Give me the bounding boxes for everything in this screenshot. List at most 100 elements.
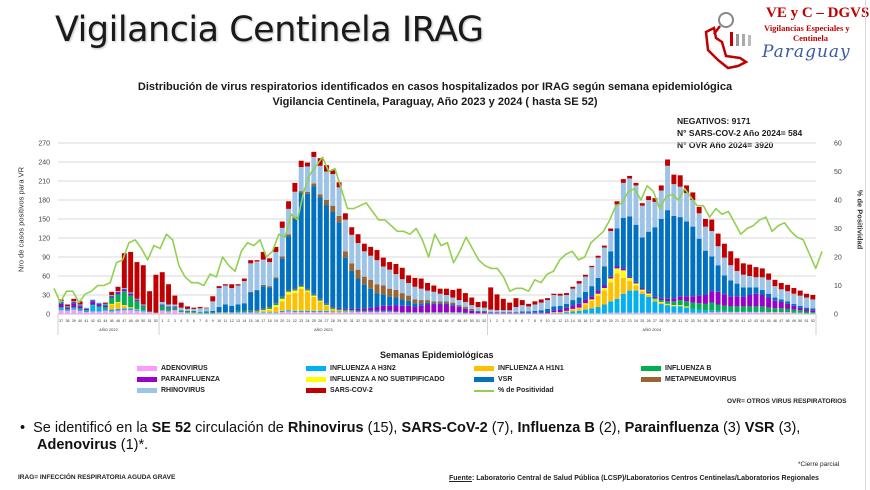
bar-segment-parainfluenza <box>317 298 323 300</box>
x-axis-title: Semanas Epidemiológicas <box>380 350 494 360</box>
bar-segment-influenza-a-no-subtipificado <box>620 270 626 278</box>
bar-segment-influenza-a-h1n1 <box>349 310 355 312</box>
x-tick-label: 14 <box>242 319 246 323</box>
x-tick-label: 36 <box>710 319 714 323</box>
bar-segment-rhinovirus <box>488 309 494 313</box>
bar-segment-parainfluenza <box>475 312 481 314</box>
bar-segment-parainfluenza <box>406 305 412 313</box>
legend-item: % de Positividad <box>474 387 554 394</box>
bar-segment-parainfluenza <box>526 312 532 314</box>
bar-segment-influenza-b <box>185 311 190 313</box>
bar-segment-influenza-a-h3n2 <box>665 305 671 313</box>
bar-segment-influenza-b <box>260 308 266 311</box>
bar-segment-influenza-a-h3n2 <box>279 310 285 313</box>
bar-segment-adenovirus <box>286 311 292 314</box>
x-tick-label: 47 <box>779 319 783 323</box>
source-text: : Laboratorio Central de Salud Pública (… <box>471 475 819 482</box>
x-tick-label: 48 <box>129 319 133 323</box>
x-tick-label: 42 <box>91 319 95 323</box>
x-tick-label: 25 <box>640 319 644 323</box>
bar-segment-parainfluenza <box>753 293 759 307</box>
bar-segment-sars-cov-2 <box>791 288 797 294</box>
bar-segment-rhinovirus <box>166 304 172 307</box>
bar-segment-adenovirus <box>254 312 260 314</box>
bar-segment-metapneumovirus <box>456 305 462 307</box>
bar-segment-influenza-b <box>77 308 83 310</box>
bar-segment-rhinovirus <box>747 276 753 288</box>
bar-segment-sars-cov-2 <box>507 302 513 311</box>
bar-segment-sars-cov-2 <box>557 293 563 296</box>
bar-segment-parainfluenza <box>437 304 443 313</box>
slide-edge <box>865 0 866 490</box>
bar-segment-vsr <box>620 217 626 269</box>
bar-segment-rhinovirus <box>425 290 430 301</box>
x-tick-label: 32 <box>356 319 360 323</box>
bar-segment-parainfluenza <box>311 293 317 295</box>
bar-segment-adenovirus <box>311 312 317 314</box>
bar-segment-vsr <box>456 306 462 308</box>
x-tick-label: 13 <box>564 319 568 323</box>
legend-swatch <box>137 388 157 393</box>
x-tick-label: 4 <box>180 319 182 323</box>
bar-segment-rhinovirus <box>469 305 475 309</box>
bar-segment-parainfluenza <box>65 307 70 309</box>
bar-segment-vsr <box>260 286 266 309</box>
bar-segment-rhinovirus <box>721 257 727 276</box>
x-tick-label: 27 <box>653 319 657 323</box>
bar-segment-adenovirus <box>431 312 437 314</box>
chart-plot: 0306090120150180210240270010203040506037… <box>38 141 842 335</box>
bar-segment-influenza-b <box>248 310 254 313</box>
bar-segment-adenovirus <box>437 312 443 314</box>
bar-segment-sars-cov-2 <box>254 260 260 262</box>
bar-segment-influenza-a-h3n2 <box>254 312 260 313</box>
source-note: Fuente: Laboratorio Central de Salud Púb… <box>449 475 819 482</box>
bar-segment-influenza-a-h1n1 <box>286 294 292 311</box>
bar-segment-adenovirus <box>153 312 159 314</box>
bar-segment-metapneumovirus <box>481 310 487 312</box>
bar-segment-sars-cov-2 <box>241 278 247 282</box>
bar-segment-parainfluenza <box>658 298 664 301</box>
y-tick-label: 30 <box>42 293 50 300</box>
partial-close-note: *Cierre parcial <box>798 461 840 468</box>
bar-segment-influenza-b <box>342 309 348 311</box>
bar-segment-metapneumovirus <box>380 285 386 295</box>
x-tick-label: 43 <box>426 319 430 323</box>
bar-segment-rhinovirus <box>538 302 544 311</box>
bar-segment-influenza-a-h3n2 <box>349 311 355 313</box>
bar-segment-vsr <box>387 296 393 306</box>
bar-segment-rhinovirus <box>128 292 134 294</box>
bar-segment-influenza-a-no-subtipificado <box>601 288 607 291</box>
bar-segment-metapneumovirus <box>444 301 449 304</box>
bar-segment-influenza-b <box>804 311 809 314</box>
bar-segment-influenza-a-h1n1 <box>109 304 115 310</box>
x-tick-label: 18 <box>596 319 600 323</box>
bar-segment-influenza-b <box>298 285 304 287</box>
bar-segment-vsr <box>166 306 172 308</box>
bar-segment-influenza-a-no-subtipificado <box>267 308 273 311</box>
bar-segment-influenza-b <box>721 305 727 311</box>
negativos-count: NEGATIVOS: 9171 <box>677 116 751 126</box>
bar-segment-rhinovirus <box>260 259 266 285</box>
bar-segment-influenza-a-h1n1 <box>671 305 677 307</box>
bar-segment-vsr <box>248 292 254 311</box>
bar-segment-influenza-b <box>267 307 273 309</box>
bar-segment-influenza-a-h1n1 <box>311 296 317 311</box>
bar-segment-adenovirus <box>380 312 386 314</box>
bar-segment-influenza-b <box>810 312 816 314</box>
bar-segment-parainfluenza <box>538 312 544 314</box>
bar-segment-rhinovirus <box>576 283 582 298</box>
bar-segment-influenza-a-h3n2 <box>159 310 165 311</box>
x-tick-label: 34 <box>369 319 373 323</box>
bar-segment-parainfluenza <box>456 307 462 313</box>
bar-segment-vsr <box>229 305 235 313</box>
bar-segment-vsr <box>740 287 746 297</box>
legend-swatch <box>474 389 494 392</box>
bar-segment-sars-cov-2 <box>134 262 140 299</box>
bar-segment-influenza-a-h3n2 <box>330 311 336 313</box>
bar-segment-influenza-b <box>286 290 292 292</box>
bar-segment-parainfluenza <box>810 310 816 313</box>
x-tick-label: 45 <box>767 319 771 323</box>
bar-segment-influenza-a-h3n2 <box>576 310 582 314</box>
bar-segment-influenza-a-h3n2 <box>166 310 172 312</box>
bar-segment-parainfluenza <box>791 305 797 310</box>
